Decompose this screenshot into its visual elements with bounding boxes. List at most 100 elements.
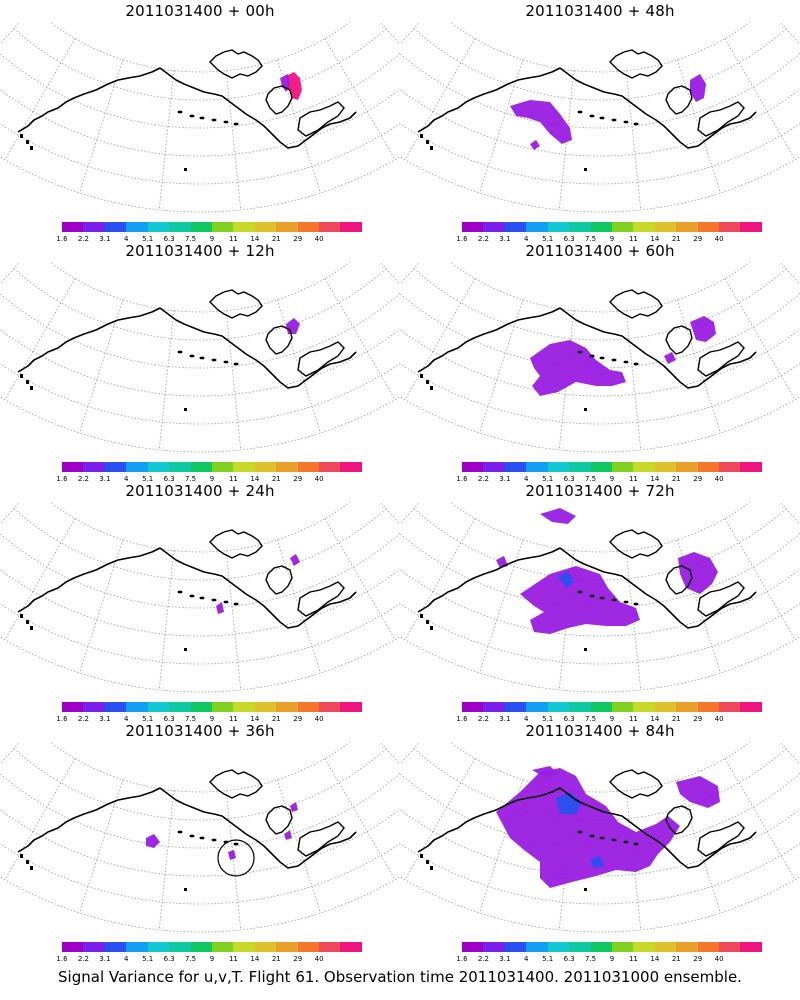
colorbar-tick-label: 21 [271,715,281,723]
colorbar-tick-label: 1.6 [456,955,468,963]
colorbar-tick-label: 5.1 [142,715,154,723]
colorbar-tick-label: 21 [271,475,281,483]
meridian-line [225,70,242,210]
island [420,614,423,618]
colorbar-tick-label: 40 [314,475,324,483]
colorbar-swatch [340,942,362,952]
panel-title: 2011031400 + 36h [125,722,275,740]
colorbar-swatch [633,222,655,232]
island [577,830,583,834]
colorbar-tick-label: 1.6 [56,955,68,963]
island [20,134,23,138]
island [584,408,587,411]
island [184,888,187,891]
island [177,110,183,114]
island [26,860,29,864]
island [577,350,583,354]
colorbar-swatch [504,462,527,472]
parallel-line [0,772,400,849]
panel-title: 2011031400 + 84h [525,722,675,740]
colorbar-tick-label: 9 [609,475,615,483]
colorbar-tick-label: 14 [250,235,260,243]
island [599,116,605,120]
colorbar-swatch [83,702,105,712]
island [211,838,217,842]
island [26,140,29,144]
island [233,362,239,366]
colorbar-swatch [483,462,505,472]
meridian-line [400,262,421,285]
colorbar-tick-label: 5.1 [142,235,154,243]
island [430,626,433,630]
colorbar-swatch [654,462,677,472]
parallel-line [49,502,351,553]
colorbar-tick-label: 9 [209,475,215,483]
colorbar [462,462,762,474]
map [400,262,800,453]
island [199,116,205,120]
panel-title: 2011031400 + 48h [525,2,675,20]
island [30,626,33,630]
colorbar-swatch [740,942,762,952]
island [611,598,617,602]
parallel-line [400,396,800,453]
colorbar-tick-label: 11 [628,235,638,243]
colorbar-swatch [483,702,505,712]
colorbar-tick-label: 2.2 [77,235,89,243]
colorbar [62,222,362,234]
colorbar-swatch [547,702,570,712]
signal-variance-region [556,792,582,814]
island [20,374,23,378]
colorbar-swatch [254,222,277,232]
island [177,590,183,594]
colorbar-tick-label: 29 [693,955,703,963]
parallel-line [0,876,400,933]
colorbar-swatch [590,462,612,472]
meridian-line [79,299,124,434]
coastline [665,325,693,355]
island [26,380,29,384]
colorbar-tick-label: 14 [650,475,660,483]
meridian-line [404,758,476,880]
colorbar-tick-label: 6.3 [563,955,575,963]
map [0,742,400,933]
panel-84h: 2011031400 + 84h 1.6 2.2 3.1 4 5.1 6.3 7.5 9 11 1… [400,720,800,963]
island [223,360,229,364]
signal-variance-region [520,566,640,634]
colorbar-tick-label: 7.5 [584,475,597,483]
colorbar-swatch [62,942,84,952]
coastline [665,85,693,115]
colorbar-swatch [719,222,741,232]
colorbar-swatch [190,462,212,472]
meridian-line [479,59,524,194]
parallel-line [449,262,751,313]
colorbar-swatch [654,702,677,712]
coastline [609,529,663,559]
colorbar-swatch [526,702,548,712]
meridian-line [404,518,476,640]
colorbar-swatch [654,222,677,232]
colorbar-swatch [611,942,634,952]
coastline [665,805,693,835]
colorbar-swatch [211,222,234,232]
island [577,590,583,594]
colorbar-swatch [169,462,191,472]
colorbar-tick-label: 14 [250,475,260,483]
island [199,596,205,600]
colorbar-swatch [547,222,570,232]
colorbar-tick-label: 29 [293,955,303,963]
colorbar [462,222,762,234]
meridian-line [4,38,76,160]
coastline [209,769,263,799]
colorbar-tick-label: 3.1 [99,475,111,483]
colorbar-tick-label: 7.5 [184,955,197,963]
colorbar-swatch [297,942,320,952]
colorbar-tick-label: 29 [293,235,303,243]
colorbar-swatch [611,462,634,472]
colorbar-tick-label: 40 [714,235,724,243]
meridian-line [724,38,796,160]
coastline [209,289,263,319]
colorbar-tick-label: 2.2 [477,955,489,963]
colorbar-ticks: 1.6 2.2 3.1 4 5.1 6.3 7.5 9 11 14 21 29 40 [456,715,762,725]
meridian-line [0,22,21,45]
